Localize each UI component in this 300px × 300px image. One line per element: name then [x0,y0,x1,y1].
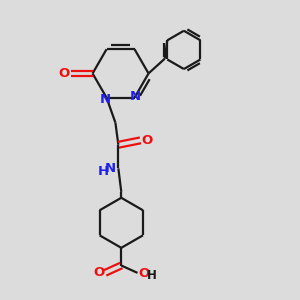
Text: N: N [104,162,116,175]
Text: H: H [98,165,109,178]
Text: O: O [141,134,152,147]
Text: H: H [147,269,157,282]
Text: O: O [58,67,70,80]
Text: N: N [100,93,111,106]
Text: N: N [130,90,141,103]
Text: O: O [93,266,104,279]
Text: O: O [138,267,150,280]
